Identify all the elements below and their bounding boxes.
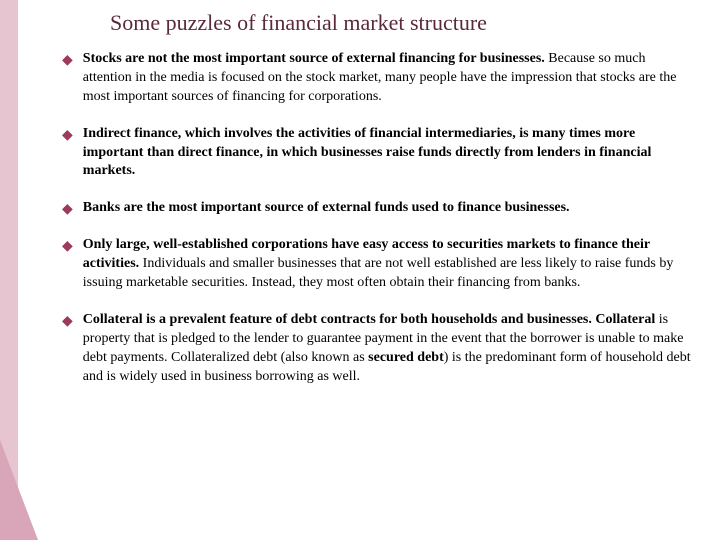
- bullet-icon: ◆: [62, 52, 73, 107]
- bullet-bold: Collateral is a prevalent feature of deb…: [83, 312, 655, 327]
- list-item: ◆ Banks are the most important source of…: [62, 199, 692, 218]
- side-diagonal: [0, 440, 38, 540]
- bullet-text: Only large, well-established corporation…: [83, 236, 692, 293]
- slide-title: Some puzzles of financial market structu…: [110, 10, 487, 36]
- list-item: ◆ Collateral is a prevalent feature of d…: [62, 311, 692, 387]
- bullet-icon: ◆: [62, 127, 73, 182]
- bullet-icon: ◆: [62, 313, 73, 387]
- content-area: ◆ Stocks are not the most important sour…: [62, 50, 692, 405]
- bullet-text: Indirect finance, which involves the act…: [83, 125, 692, 182]
- bullet-text: Banks are the most important source of e…: [83, 199, 570, 218]
- bullet-rest: Individuals and smaller businesses that …: [83, 256, 674, 290]
- bullet-bold: Stocks are not the most important source…: [83, 51, 545, 66]
- list-item: ◆ Only large, well-established corporati…: [62, 236, 692, 293]
- bullet-bold: Indirect finance, which involves the act…: [83, 126, 652, 179]
- bullet-bold: Banks are the most important source of e…: [83, 200, 570, 215]
- bullet-icon: ◆: [62, 201, 73, 218]
- bullet-icon: ◆: [62, 238, 73, 293]
- bullet-text: Collateral is a prevalent feature of deb…: [83, 311, 692, 387]
- list-item: ◆ Stocks are not the most important sour…: [62, 50, 692, 107]
- list-item: ◆ Indirect finance, which involves the a…: [62, 125, 692, 182]
- side-decoration: [0, 0, 38, 540]
- bullet-text: Stocks are not the most important source…: [83, 50, 692, 107]
- bullet-bold2: secured debt: [368, 350, 444, 365]
